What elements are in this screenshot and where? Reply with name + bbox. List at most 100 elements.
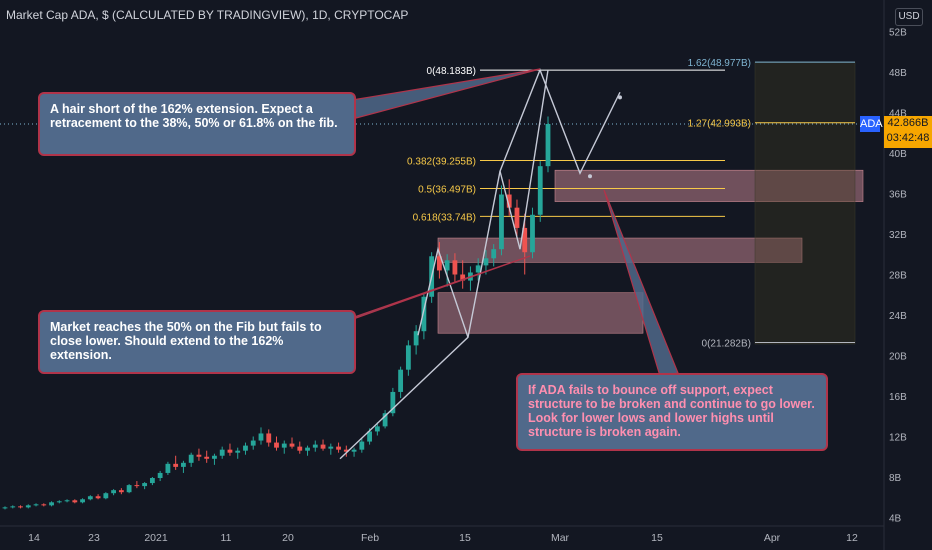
candle-body (41, 504, 47, 506)
price-tick-label: 24B (889, 311, 907, 322)
candle-body (444, 260, 450, 271)
candle-body (87, 496, 93, 500)
fib-level-label: 0.382(39.255B) (407, 157, 476, 168)
candle-body (204, 456, 210, 459)
support-zone (437, 292, 644, 334)
time-tick-label: 2021 (144, 532, 168, 544)
candle-body (452, 260, 458, 275)
candle-body (134, 485, 140, 487)
countdown: 03:42:48 (886, 132, 930, 144)
price-tick-label: 20B (889, 352, 907, 363)
candle-body (196, 454, 202, 457)
candle-body (506, 194, 512, 208)
candle-body (72, 500, 78, 503)
projection-paths (339, 68, 622, 460)
candle-body (413, 331, 419, 346)
current-price: 42.866B (887, 117, 929, 129)
projection-path (417, 246, 469, 338)
candle-body (250, 440, 256, 446)
candle-body (118, 490, 124, 493)
fib-level-label: 0.618(33.74B) (413, 212, 476, 223)
time-tick-label: 12 (846, 532, 858, 544)
price-tick-label: 8B (889, 473, 902, 484)
extension-level-label: 1.62(48.977B) (688, 58, 751, 69)
candle-body (312, 444, 318, 448)
candle-body (10, 506, 16, 508)
candle-body (328, 446, 334, 449)
price-tick-label: 40B (889, 149, 907, 160)
candle-body (173, 463, 179, 467)
candle-body (499, 194, 504, 250)
annotation-bottom[interactable]: If ADA fails to bounce off support, expe… (516, 373, 828, 451)
price-tick-label: 52B (889, 28, 907, 39)
price-tick-label: 12B (889, 433, 907, 444)
price-tick-label: 44B (889, 109, 907, 120)
candle-body (80, 499, 85, 503)
candle-body (258, 433, 264, 441)
candle-body (537, 166, 543, 215)
arrow-head (618, 95, 622, 100)
candle-body (374, 426, 380, 432)
candle-body (491, 249, 497, 259)
fib-levels: 0(48.183B) 0.382(39.255B) 0.5(36.497B) 0.61… (407, 58, 855, 350)
currency-button[interactable]: USD (895, 8, 923, 26)
fib-level-label: 0(48.183B) (427, 66, 476, 77)
time-tick-label: 15 (651, 532, 663, 544)
time-tick-label: 11 (221, 532, 232, 544)
time-tick-label: 15 (459, 532, 471, 544)
projection-box (754, 61, 856, 345)
candle-body (483, 258, 489, 266)
candle-body (181, 462, 186, 467)
candle-body (421, 296, 427, 332)
candle-body (390, 391, 396, 414)
annotation-middle[interactable]: Market reaches the 50% on the Fib but fa… (38, 310, 356, 374)
time-tick-label: Apr (764, 532, 781, 544)
fib-level-label: 0.5(36.497B) (418, 184, 476, 195)
candle-body (219, 449, 225, 456)
candle-body (18, 506, 23, 508)
candle-body (103, 493, 109, 499)
price-tick-label: 28B (889, 271, 907, 282)
annotation-top[interactable]: A hair short of the 162% extension. Expe… (38, 92, 356, 156)
price-tick-label: 32B (889, 230, 907, 241)
time-axis: 14 23 2021 11 20 Feb 15 Mar 15 Apr 12 (28, 532, 858, 544)
candle-body (266, 433, 272, 443)
symbol-badge: ADA (860, 116, 883, 132)
extension-level-label: 1.27(42.993B) (688, 119, 751, 130)
candle-body (212, 455, 217, 459)
candle-body (336, 446, 341, 450)
candle-body (243, 445, 248, 451)
candle-body (64, 500, 70, 502)
candle-body (49, 502, 54, 506)
candle-body (436, 256, 442, 271)
price-tick-label: 48B (889, 68, 907, 79)
time-tick-label: Feb (361, 532, 379, 544)
time-tick-label: 20 (282, 532, 294, 544)
candle-body (460, 274, 466, 281)
candle-body (514, 207, 520, 228)
candle-body (126, 485, 132, 493)
candle-body (2, 507, 8, 509)
projection-path (499, 69, 549, 250)
candle-body (95, 496, 101, 499)
time-tick-label: Mar (551, 532, 570, 544)
candle-body (289, 443, 295, 447)
candle-body (305, 447, 310, 451)
time-tick-label: 23 (88, 532, 100, 544)
candle-body (530, 214, 535, 253)
price-badge: 42.866B 03:42:48 (884, 116, 932, 148)
candle-body (351, 449, 357, 452)
candle-body (475, 265, 481, 273)
candle-body (405, 345, 411, 370)
candle-body (25, 505, 31, 508)
candle-body (33, 504, 39, 506)
candle-body (165, 463, 171, 473)
time-tick-label: 14 (28, 532, 40, 544)
candle-body (227, 449, 233, 453)
arrow-head (588, 174, 592, 179)
price-tick-label: 4B (889, 514, 902, 525)
chart-title: Market Cap ADA, $ (CALCULATED BY TRADING… (6, 8, 409, 22)
candle-body (398, 369, 404, 392)
